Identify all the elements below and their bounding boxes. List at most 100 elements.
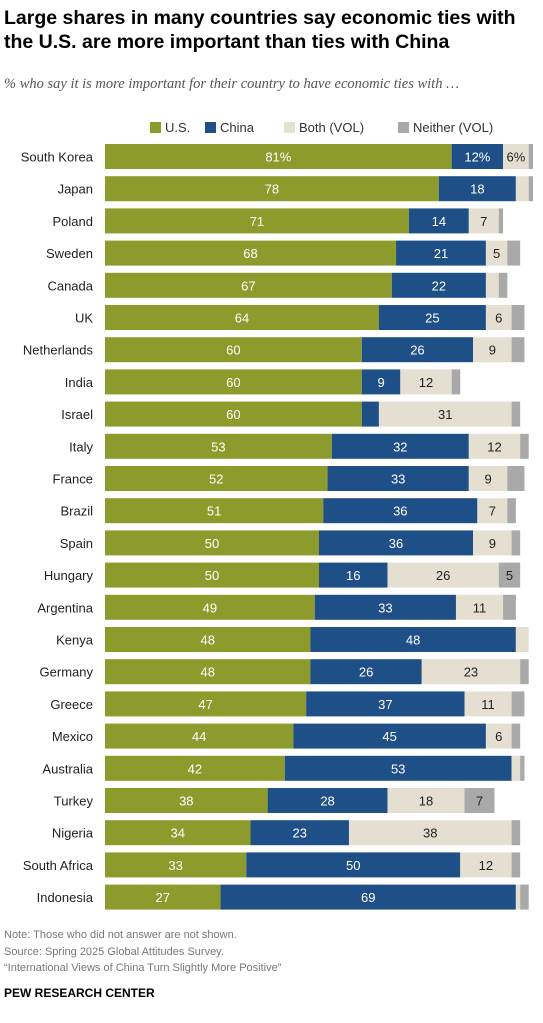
data-label-china: 50: [346, 858, 360, 873]
data-label-china: 12%: [464, 150, 490, 165]
bar-row-japan: Japan 78 18: [58, 176, 533, 202]
data-label-china: 53: [391, 761, 405, 776]
bar-segment-u-s: [105, 852, 247, 878]
legend-swatch-china: [205, 122, 216, 133]
category-label: South Africa: [23, 858, 94, 873]
data-label-u-s: 48: [200, 633, 214, 648]
bar-segment-neither-vol: [503, 594, 516, 620]
bar-row-argentina: Argentina 49 33 11: [37, 594, 516, 620]
data-label-u-s: 53: [211, 439, 225, 454]
data-label-both-vol: 12: [487, 439, 501, 454]
data-label-both-vol: 6%: [506, 150, 525, 165]
data-label-china: 16: [346, 568, 360, 583]
data-label-u-s: 71: [250, 214, 264, 229]
data-label-u-s: 27: [156, 890, 170, 905]
bar-segment-neither-vol: [511, 820, 521, 846]
bar-segment-china: [310, 627, 516, 652]
chart-subtitle: % who say it is more important for their…: [4, 76, 459, 92]
bar-segment-u-s: [105, 788, 268, 813]
organization-name: PEW RESEARCH CENTER: [4, 986, 155, 1000]
legend-swatch-u-s: [150, 122, 161, 133]
data-label-both-vol: 9: [484, 472, 491, 487]
data-label-u-s: 52: [209, 472, 223, 487]
data-label-u-s: 47: [198, 697, 212, 712]
legend: U.S. China Both (VOL) Neither (VOL): [150, 120, 493, 135]
bar-segment-neither-vol: [451, 369, 461, 395]
bar-row-poland: Poland 71 14 7: [53, 208, 504, 234]
data-label-china: 25: [425, 311, 439, 326]
bar-segment-u-s: [105, 594, 315, 620]
category-label: Japan: [58, 182, 93, 197]
bar-row-canada: Canada 67 22: [47, 272, 508, 298]
data-label-china: 26: [410, 343, 424, 358]
bar-segment-china: [246, 852, 461, 878]
data-label-u-s: 60: [226, 407, 240, 422]
data-label-china: 9: [377, 375, 384, 390]
data-label-u-s: 78: [265, 182, 279, 197]
bar-segment-both-vol: [515, 176, 529, 202]
data-label-both-vol: 7: [480, 214, 487, 229]
category-label: Poland: [53, 214, 93, 229]
data-label-both-vol: 6: [495, 311, 502, 326]
data-label-both-vol: 9: [489, 343, 496, 358]
category-label: Netherlands: [23, 343, 94, 358]
bar-segment-neither-vol: [520, 659, 529, 685]
data-label-u-s: 50: [205, 568, 219, 583]
bar-row-mexico: Mexico 44 45 6: [52, 723, 521, 749]
category-label: Italy: [69, 439, 93, 454]
bar-segment-china: [451, 144, 504, 169]
bar-row-turkey: Turkey 38 28 18 7: [54, 788, 495, 813]
bar-segment-china: [284, 755, 512, 781]
bar-row-kenya: Kenya 48 48: [56, 627, 529, 652]
bar-segment-u-s: [105, 884, 221, 910]
bar-segment-u-s: [105, 755, 285, 781]
bar-row-india: India 60 9 12: [65, 369, 461, 395]
data-label-u-s: 50: [205, 536, 219, 551]
legend-swatch-neither-vol: [398, 122, 409, 133]
bar-segment-china: [319, 530, 474, 556]
bar-segment-china: [314, 594, 456, 620]
bar-segment-both-vol: [503, 144, 529, 169]
bar-segment-both-vol: [400, 369, 452, 395]
data-label-both-vol: 18: [419, 794, 433, 809]
category-label: Canada: [47, 278, 93, 293]
bar-segment-china: [396, 240, 486, 266]
bar-segment-neither-vol: [520, 433, 529, 459]
bar-segment-china: [310, 659, 422, 685]
data-label-china: 22: [432, 278, 446, 293]
bar-segment-both-vol: [421, 659, 521, 685]
data-label-u-s: 48: [200, 665, 214, 680]
bar-row-brazil: Brazil 51 36 7: [60, 498, 516, 524]
data-label-china: 33: [378, 600, 392, 615]
bar-segment-both-vol: [485, 240, 508, 266]
bar-segment-both-vol: [485, 272, 499, 298]
data-label-both-vol: 9: [489, 536, 496, 551]
note-text: Note: Those who did not answer are not s…: [4, 929, 237, 941]
bar-segment-u-s: [105, 659, 311, 685]
bar-segment-china: [361, 337, 474, 363]
category-label: Argentina: [37, 600, 93, 615]
legend-swatch-both-vol: [284, 122, 295, 133]
category-label: Sweden: [46, 246, 93, 261]
bar-segment-neither-vol: [498, 208, 504, 234]
bar-segment-china: [220, 884, 516, 910]
data-label-both-vol: 23: [464, 665, 478, 680]
bar-segment-u-s: [105, 337, 362, 363]
category-label: Israel: [61, 407, 93, 422]
data-label-u-s: 60: [226, 343, 240, 358]
data-label-china: 36: [389, 536, 403, 551]
data-label-china: 32: [393, 439, 407, 454]
bar-segment-china: [327, 466, 469, 491]
bar-row-south-korea: South Korea 81% 12% 6%: [21, 144, 533, 169]
data-label-china: 33: [391, 472, 405, 487]
data-label-china: 14: [432, 214, 446, 229]
category-label: UK: [75, 311, 93, 326]
bar-segment-u-s: [105, 820, 251, 846]
data-label-china: 69: [361, 890, 375, 905]
data-label-both-vol: 12: [479, 858, 493, 873]
data-label-u-s: 60: [226, 375, 240, 390]
bar-segment-china: [267, 788, 388, 813]
bar-segment-neither-vol: [507, 498, 516, 524]
bar-segment-u-s: [105, 433, 332, 459]
bar-segment-china: [361, 369, 401, 395]
